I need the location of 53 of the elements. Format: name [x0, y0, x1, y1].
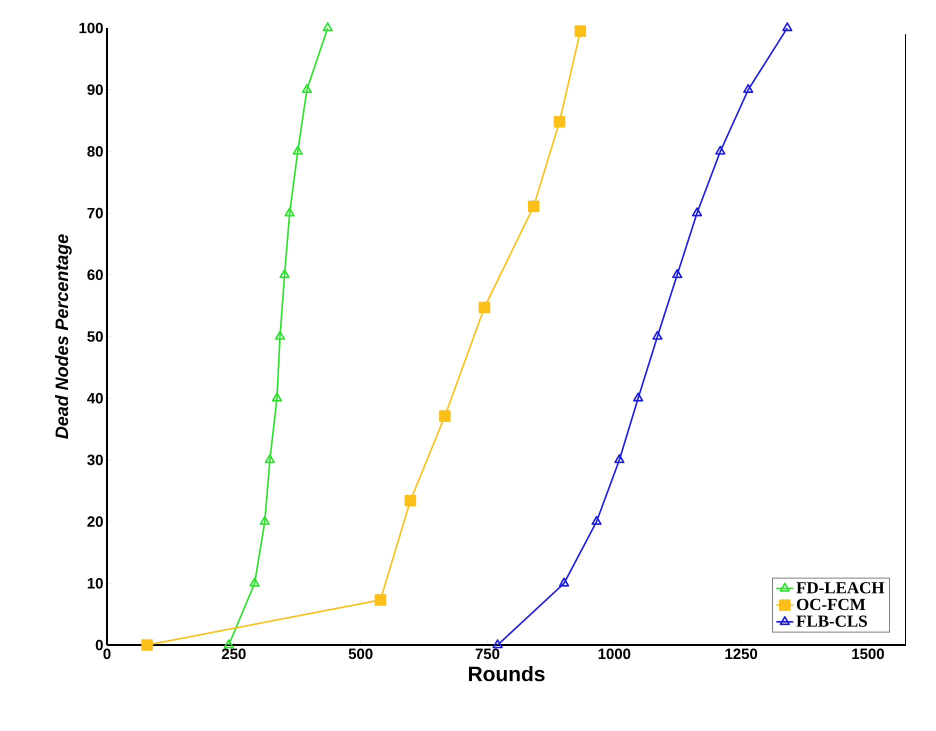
- y-tick-label: 40: [87, 392, 103, 404]
- point: [591, 516, 602, 525]
- point: [141, 639, 153, 651]
- x-tick-label: 1500: [852, 648, 884, 660]
- point: [284, 207, 295, 216]
- y-tick-label: 50: [87, 331, 103, 342]
- x-tick-label: 0: [103, 648, 111, 660]
- point: [250, 578, 260, 587]
- point: [554, 116, 566, 128]
- point: [633, 392, 644, 402]
- y-tick-label: 20: [87, 516, 103, 527]
- y-tick-label: 70: [88, 208, 103, 218]
- y-tick-label: 0: [96, 640, 103, 650]
- point: [274, 330, 286, 340]
- point: [574, 25, 586, 37]
- point: [614, 454, 624, 464]
- y-tick-label: 60: [87, 270, 103, 280]
- point: [264, 454, 275, 464]
- x-tick-label: 250: [222, 648, 246, 660]
- y-tick-label: 30: [87, 454, 103, 466]
- point: [224, 639, 234, 648]
- point: [672, 269, 682, 278]
- x-tick-label: 500: [348, 648, 372, 660]
- point: [782, 22, 792, 32]
- point: [478, 302, 490, 314]
- point: [528, 200, 540, 212]
- point: [715, 146, 726, 155]
- point: [652, 330, 663, 340]
- legend-label: FLB-CLS: [796, 615, 867, 627]
- legend-label: OC-FCM: [796, 598, 866, 610]
- y-tick-label: 80: [87, 146, 103, 157]
- point: [404, 494, 416, 506]
- point: [439, 410, 451, 422]
- point: [374, 594, 386, 606]
- point: [279, 269, 290, 278]
- y-axis-title: Dead Nodes Percentage: [54, 234, 72, 439]
- x-axis-title: Rounds: [468, 666, 545, 682]
- legend-label: FD-LEACH: [796, 582, 884, 594]
- point: [272, 392, 282, 402]
- point: [302, 84, 312, 93]
- point: [558, 578, 570, 587]
- point: [260, 516, 270, 525]
- y-tick-label: 10: [88, 578, 103, 589]
- y-tick-label: 100: [79, 22, 103, 34]
- point: [492, 639, 503, 648]
- point: [322, 22, 333, 32]
- point: [292, 146, 303, 155]
- y-tick-label: 90: [87, 84, 103, 95]
- point: [743, 84, 754, 93]
- point: [692, 207, 702, 216]
- x-tick-label: 1000: [598, 648, 630, 660]
- x-tick-label: 1250: [725, 648, 758, 660]
- x-tick-label: 750: [476, 648, 500, 660]
